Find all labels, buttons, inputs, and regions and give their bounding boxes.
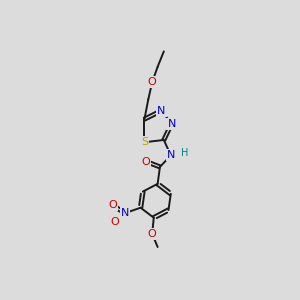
Text: H: H (181, 148, 188, 158)
Text: O: O (148, 77, 157, 87)
Text: O: O (111, 217, 119, 226)
Text: S: S (141, 137, 148, 147)
Text: N: N (121, 208, 129, 218)
Text: O: O (108, 200, 117, 210)
Text: N: N (167, 150, 175, 160)
Text: N: N (167, 119, 176, 129)
Text: O: O (142, 157, 150, 166)
Text: O: O (148, 229, 157, 239)
Text: N: N (157, 106, 166, 116)
